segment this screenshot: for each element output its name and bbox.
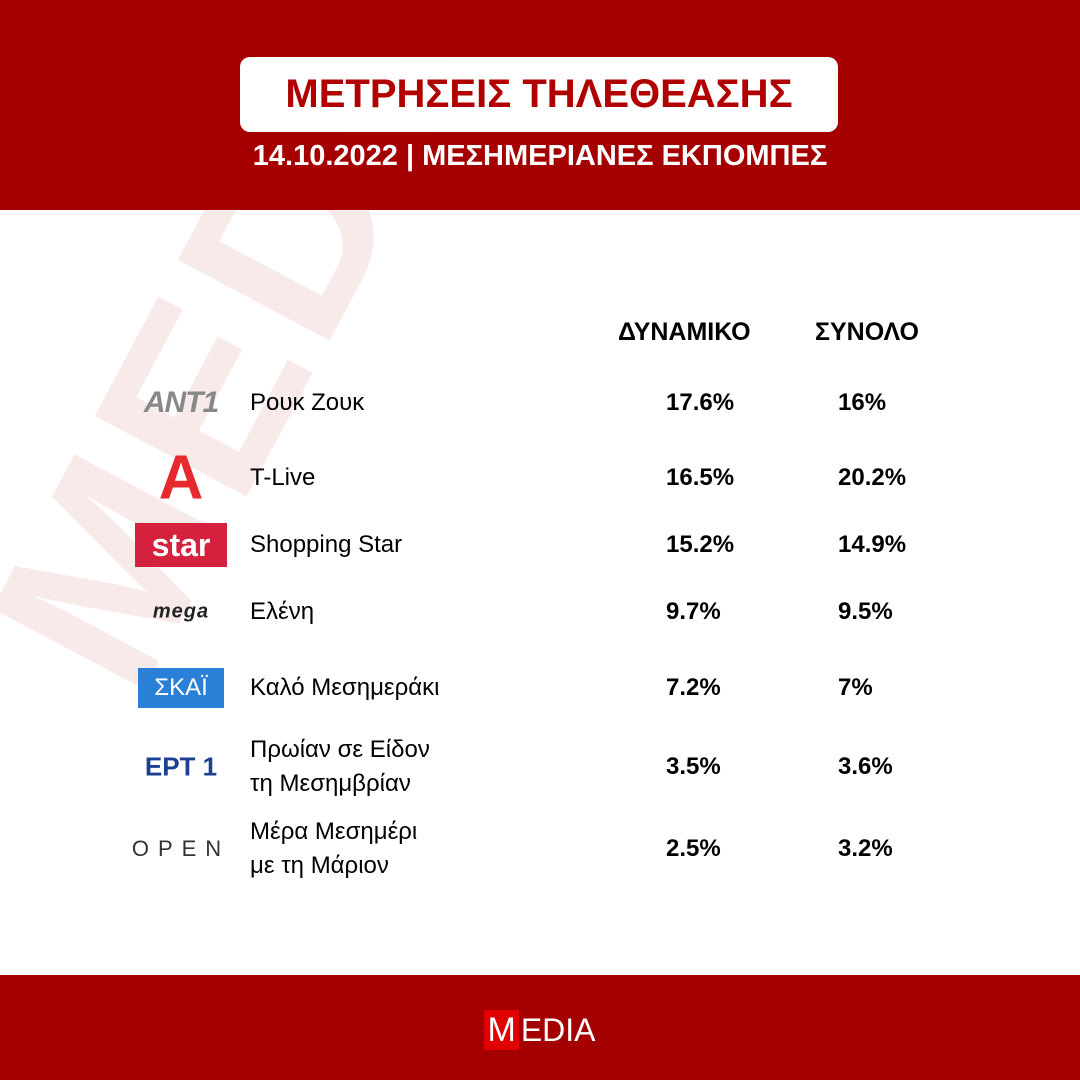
rating-value: 7% [838,674,873,701]
rating-value: 16.5% [666,464,735,491]
logo-rest: EDIA [520,1011,596,1048]
rating-value: 9.5% [838,598,893,625]
rating-value: 15.2% [666,531,735,558]
column-header: ΣΥΝΟΛΟ [815,318,919,346]
channel-logo: ANT1 [143,386,219,419]
show-name: Ελένη [250,598,315,625]
rating-value: 3.2% [838,835,893,862]
channel-logo: Α [158,443,204,513]
show-name: T-Live [250,464,316,491]
rating-value: 20.2% [838,464,907,491]
show-name: Πρωίαν σε Είδον τη Μεσημβρίαν [250,736,430,797]
show-name: Ρουκ Ζουκ [250,389,365,416]
channel-logo: OPEN [131,836,231,861]
title: ΜΕΤΡΗΣΕΙΣ ΤΗΛΕΘΕΑΣΗΣ [240,57,838,132]
rating-value: 3.6% [838,753,893,780]
rating-value: 17.6% [666,389,735,416]
channel-logo: mega [152,600,210,623]
column-header: ΔΥΝΑΜΙΚΟ [618,318,751,346]
show-name: Καλό Μεσημεράκι [250,674,440,701]
footer-band [0,975,1080,1080]
footer-logo: M EDIA [0,1010,1080,1050]
rating-value: 16% [838,389,887,416]
subtitle: 14.10.2022 | ΜΕΣΗΜΕΡΙΑΝΕΣ ΕΚΠΟΜΠΕΣ [252,140,828,172]
channel-logo: ΕΡΤ 1 [144,751,218,782]
channel-logo: ΣΚΑΪ [138,668,224,708]
rating-value: 14.9% [838,531,907,558]
channel-logo: star [135,523,227,567]
logo-initial: M [484,1010,519,1050]
rating-value: 9.7% [666,598,721,625]
rating-value: 3.5% [666,753,721,780]
show-name: Shopping Star [250,531,403,558]
show-name: Μέρα Μεσημέρι με τη Μάριον [250,818,418,879]
rating-value: 7.2% [666,674,721,701]
rating-value: 2.5% [666,835,721,862]
